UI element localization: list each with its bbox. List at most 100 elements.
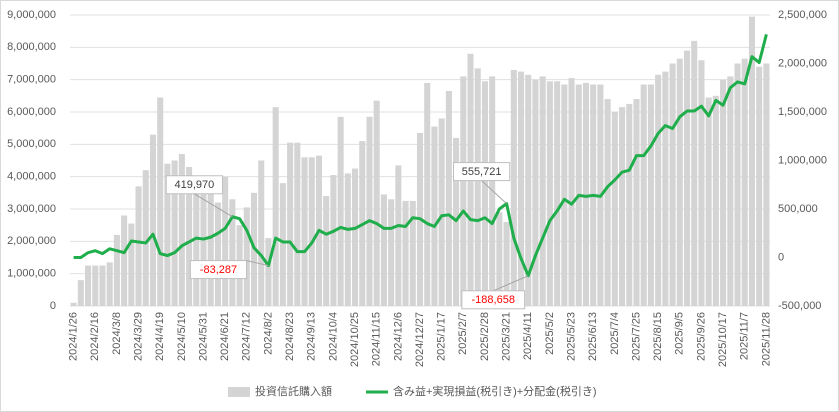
y2-tick-label: -500,000 xyxy=(778,300,821,312)
x-tick-label: 2024/6/21 xyxy=(219,312,231,361)
y2-tick-label: 500,000 xyxy=(778,203,818,215)
y-tick-label: 8,000,000 xyxy=(7,41,56,53)
bar xyxy=(121,215,128,306)
x-tick-label: 2025/9/26 xyxy=(695,312,707,361)
x-tick-label: 2025/3/21 xyxy=(501,312,513,361)
bar xyxy=(395,165,402,306)
bar xyxy=(366,116,373,306)
bar xyxy=(619,107,626,307)
annotation-box xyxy=(189,260,248,280)
bar xyxy=(178,154,185,306)
bar xyxy=(445,90,452,306)
x-tick-label: 2025/5/2 xyxy=(544,312,556,355)
bar xyxy=(510,69,517,306)
x-tick-label: 2025/11/7 xyxy=(739,312,751,360)
y-tick-label: 6,000,000 xyxy=(7,106,56,118)
data-label: 555,721 xyxy=(462,166,502,178)
y2-tick-label: 1,500,000 xyxy=(778,106,827,118)
bar xyxy=(532,79,539,307)
x-tick-label: 2024/1/26 xyxy=(68,312,80,361)
bar xyxy=(611,112,618,306)
y-tick-label: 2,000,000 xyxy=(7,235,56,247)
x-tick-label: 2025/1/17 xyxy=(436,312,448,361)
bar xyxy=(135,186,142,306)
bar xyxy=(546,81,553,307)
bar xyxy=(113,234,120,306)
bar xyxy=(308,157,315,306)
x-tick-label: 2024/7/12 xyxy=(241,312,253,361)
legend-label: 投資信託購入額 xyxy=(255,384,332,398)
bar xyxy=(171,160,178,306)
x-tick-label: 2024/8/23 xyxy=(284,312,296,361)
legend-swatch xyxy=(228,387,250,397)
bar xyxy=(265,238,272,306)
x-tick-label: 2024/12/27 xyxy=(414,312,426,367)
bar xyxy=(279,183,286,306)
bar xyxy=(200,184,207,306)
bar xyxy=(633,99,640,306)
bar xyxy=(193,183,200,306)
bar xyxy=(229,199,236,306)
x-tick-label: 2024/10/25 xyxy=(349,312,361,367)
bar xyxy=(337,116,344,306)
bar xyxy=(568,78,575,306)
annotation-box xyxy=(165,175,223,195)
bar xyxy=(727,76,734,306)
bar xyxy=(222,176,229,306)
bar xyxy=(106,262,113,306)
bar xyxy=(503,221,510,306)
bar xyxy=(756,66,763,306)
x-tick-label: 2025/6/13 xyxy=(587,312,599,361)
annotation-box xyxy=(452,162,511,182)
bar xyxy=(77,280,84,306)
x-tick-label: 2024/5/10 xyxy=(176,312,188,361)
y-tick-label: 7,000,000 xyxy=(7,74,56,86)
bar xyxy=(539,76,546,306)
bar xyxy=(330,175,337,306)
bar xyxy=(518,71,525,306)
y-tick-label: 0 xyxy=(50,300,56,312)
annotation-leader xyxy=(493,275,529,292)
bar xyxy=(186,166,193,306)
bar xyxy=(149,134,157,306)
y-tick-label: 4,000,000 xyxy=(7,171,56,183)
bar xyxy=(214,202,221,306)
bar xyxy=(640,84,647,307)
bar xyxy=(99,265,106,306)
bar xyxy=(582,82,590,307)
bar xyxy=(691,40,698,306)
x-tick-label: 2025/11/28 xyxy=(760,312,772,366)
bar xyxy=(489,76,496,306)
y2-tick-label: 2,500,000 xyxy=(778,9,827,21)
bar xyxy=(92,265,99,306)
annotation-box xyxy=(461,290,526,310)
bar xyxy=(128,223,135,306)
bar xyxy=(207,186,214,306)
y2-tick-label: 2,000,000 xyxy=(778,57,827,69)
x-tick-label: 2024/2/16 xyxy=(89,312,101,361)
bar xyxy=(287,142,294,306)
x-tick-label: 2024/11/15 xyxy=(371,312,383,366)
bar xyxy=(142,170,149,306)
y-tick-label: 5,000,000 xyxy=(7,138,56,150)
y2-tick-label: 0 xyxy=(778,251,784,263)
bar xyxy=(243,207,250,306)
annotation: -188,658 xyxy=(461,275,529,310)
annotation-leader xyxy=(481,180,507,204)
bar xyxy=(554,81,561,307)
y2-tick-label: 1,000,000 xyxy=(778,154,827,166)
bar xyxy=(272,107,279,307)
bar xyxy=(344,173,351,306)
data-label: 419,970 xyxy=(174,179,214,191)
bar xyxy=(402,200,409,306)
annotation: -83,287 xyxy=(189,260,269,280)
x-tick-label: 2025/9/5 xyxy=(674,312,686,355)
bar xyxy=(676,58,683,307)
bar xyxy=(712,95,719,306)
bar xyxy=(164,163,171,306)
x-tick-label: 2024/10/4 xyxy=(327,312,339,361)
legend-label: 含み益+実現損益(税引き)+分配金(税引き) xyxy=(393,384,597,398)
x-tick-label: 2025/10/17 xyxy=(717,312,729,367)
